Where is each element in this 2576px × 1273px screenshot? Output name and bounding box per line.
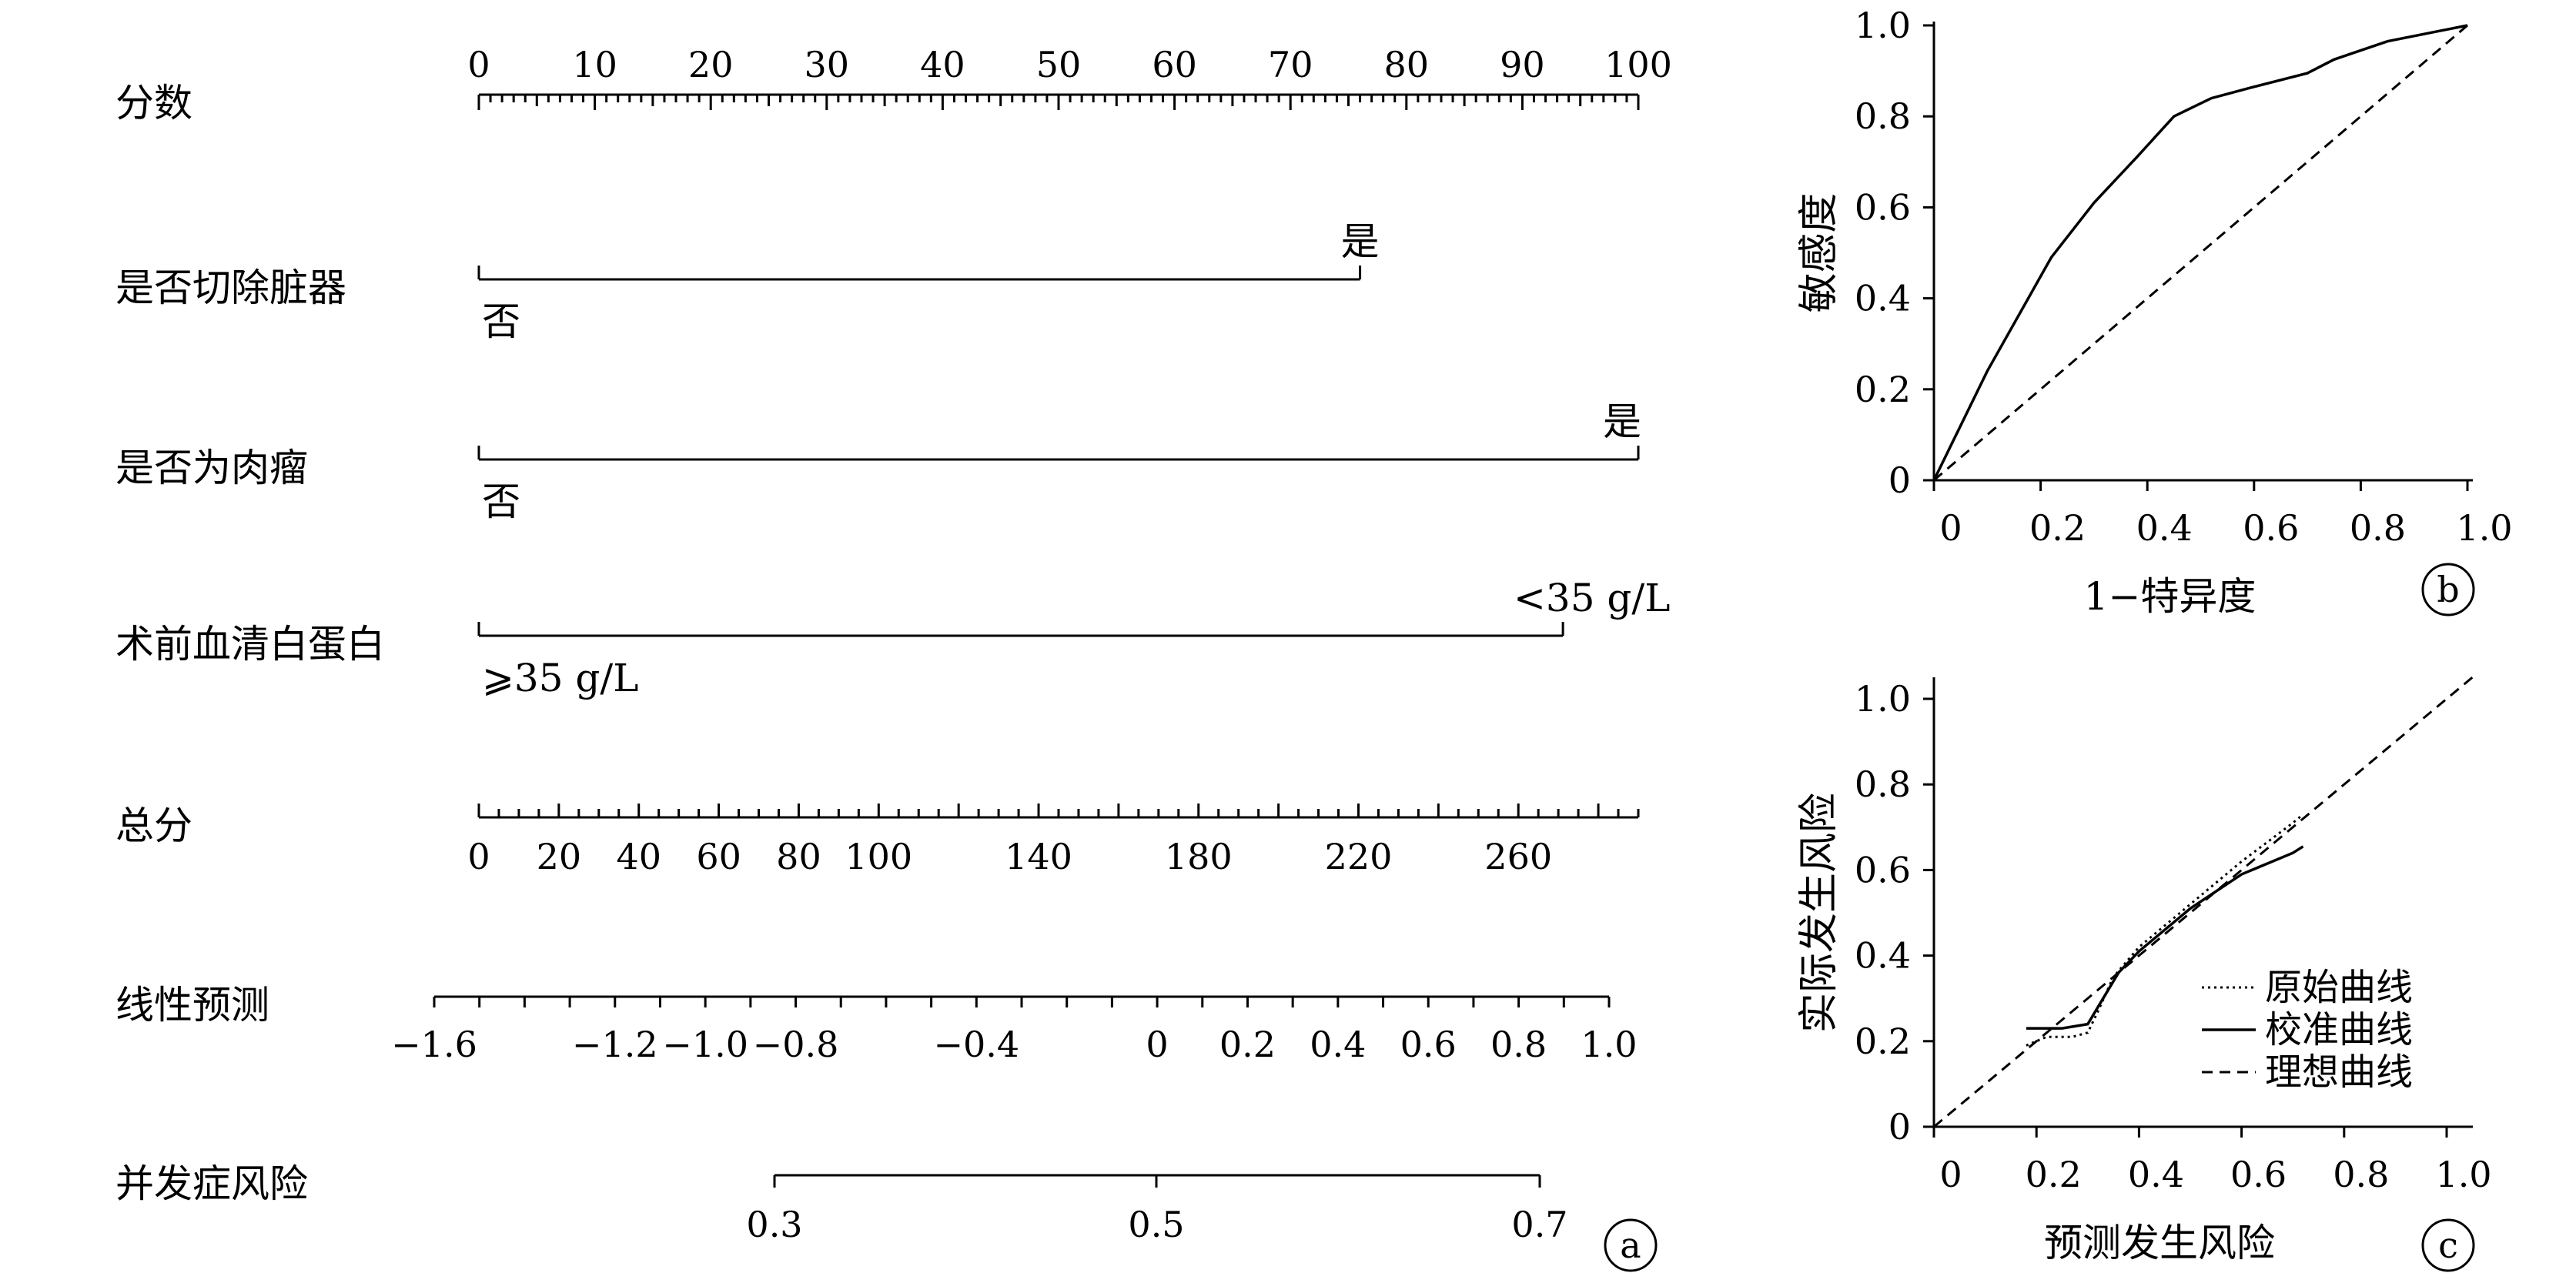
linear-tick-label: 0.4 [1310, 1024, 1366, 1065]
points-tick-label: 0 [467, 44, 490, 85]
linear-tick-label: −0.4 [933, 1024, 1019, 1065]
x-tick-label: 0.4 [2136, 507, 2193, 549]
level-label: 否 [482, 299, 520, 344]
y-tick-label: 0.8 [1855, 763, 1911, 805]
risk-tick-label: 0.3 [746, 1204, 802, 1245]
panel-label-circle [2421, 563, 2475, 616]
row-label: 分数 [115, 81, 192, 125]
y-tick-label: 0 [1889, 459, 1911, 501]
level-label: <35 g/L [1514, 576, 1670, 620]
x-tick-label: 0.4 [2128, 1154, 2184, 1195]
level-label: 否 [482, 479, 520, 524]
linear-tick-label: 0 [1146, 1024, 1168, 1065]
risk-tick-label: 0.7 [1511, 1204, 1567, 1245]
points-tick-label: 30 [805, 44, 850, 85]
total-tick-label: 20 [537, 836, 582, 877]
roc-panel: 0 0.2 0.4 0.6 0.8 1.0 0 0.2 0.4 0.6 0.8 1.0 1−特异度 敏感度… [1796, 5, 2513, 619]
level-label: 是 [1603, 399, 1641, 444]
row-label: 线性预测 [115, 983, 269, 1027]
x-tick-label: 0.2 [2029, 507, 2086, 549]
level-label: ⩾35 g/L [482, 656, 638, 700]
series-line-solid [2026, 845, 2304, 1030]
x-tick-label: 0.8 [2350, 507, 2406, 549]
panel-label-circle [2421, 1218, 2475, 1272]
x-axis-title: 预测发生风险 [2044, 1221, 2275, 1265]
legend-label: 理想曲线 [2265, 1051, 2413, 1094]
points-tick-label: 10 [572, 44, 617, 85]
y-tick-label: 0.2 [1855, 1021, 1911, 1062]
points-tick-label: 60 [1152, 44, 1197, 85]
linear-tick-label: 0.6 [1400, 1024, 1457, 1065]
panel-label-circle [1604, 1218, 1658, 1272]
panel-label: b [2437, 569, 2459, 610]
points-tick-label: 70 [1268, 44, 1313, 85]
legend-label: 校准曲线 [2265, 1008, 2413, 1051]
x-tick-label: 0.8 [2333, 1154, 2389, 1195]
total-tick-label: 40 [616, 836, 661, 877]
linear-tick-label: −1.6 [391, 1024, 477, 1065]
x-tick-label: 0.6 [2230, 1154, 2287, 1195]
y-tick-label: 0 [1889, 1106, 1911, 1148]
row-label: 并发症风险 [115, 1161, 308, 1206]
linear-tick-label: −1.0 [662, 1024, 748, 1065]
points-tick-label: 50 [1036, 44, 1082, 85]
panel-label: c [2438, 1225, 2458, 1266]
row-label: 总分 [115, 804, 192, 848]
level-label: 是 [1341, 219, 1380, 264]
calibration-panel: 0 0.2 0.4 0.6 0.8 1.0 0 0.2 0.4 0.6 0.8 1.0 预测发生风险 实际… [1796, 677, 2492, 1272]
y-tick-label: 0.2 [1855, 369, 1911, 410]
y-tick-label: 0.4 [1855, 935, 1911, 977]
total-tick-label: 60 [696, 836, 741, 877]
x-axis-title: 1−特异度 [2084, 574, 2257, 619]
y-axis-title: 实际发生风险 [1796, 793, 1842, 1033]
legend-label: 原始曲线 [2265, 966, 2413, 1009]
total-tick-label: 260 [1484, 836, 1552, 877]
y-axis-title: 敏感度 [1796, 192, 1842, 312]
row-label: 是否为肉瘤 [115, 446, 308, 490]
x-tick-label: 0 [1939, 507, 1962, 549]
y-tick-label: 0.6 [1855, 186, 1911, 228]
points-tick-label: 80 [1384, 44, 1430, 85]
x-tick-label: 0.6 [2243, 507, 2299, 549]
x-tick-label: 0 [1939, 1154, 1962, 1195]
y-tick-label: 1.0 [1855, 5, 1911, 46]
x-tick-label: 0.2 [2026, 1154, 2082, 1195]
x-tick-label: 1.0 [2456, 507, 2512, 549]
y-tick-label: 0.6 [1855, 849, 1911, 890]
risk-tick-label: 0.5 [1128, 1204, 1184, 1245]
total-tick-label: 180 [1165, 836, 1233, 877]
series-line-solid [1932, 24, 2468, 481]
total-tick-label: 0 [467, 836, 490, 877]
total-tick-label: 80 [776, 836, 821, 877]
linear-tick-label: 1.0 [1581, 1024, 1637, 1065]
points-tick-label: 20 [688, 44, 734, 85]
linear-tick-label: −0.8 [753, 1024, 839, 1065]
y-tick-label: 0.8 [1855, 95, 1911, 137]
total-tick-label: 100 [845, 836, 912, 877]
linear-tick-label: −1.2 [572, 1024, 658, 1065]
linear-tick-label: 0.8 [1490, 1024, 1547, 1065]
panel-label: a [1620, 1225, 1641, 1266]
points-tick-label: 40 [920, 44, 965, 85]
series-line-dashed [1933, 24, 2468, 482]
linear-tick-label: 0.2 [1219, 1024, 1276, 1065]
series-line-dashed [1933, 677, 2474, 1128]
total-tick-label: 140 [1005, 836, 1072, 877]
y-tick-label: 0.4 [1855, 278, 1911, 319]
points-tick-label: 100 [1604, 44, 1672, 85]
row-label: 是否切除脏器 [115, 266, 346, 310]
y-tick-label: 1.0 [1855, 678, 1911, 720]
total-tick-label: 220 [1325, 836, 1393, 877]
row-label: 术前血清白蛋白 [115, 622, 385, 667]
points-tick-label: 90 [1500, 44, 1545, 85]
x-tick-label: 1.0 [2435, 1154, 2491, 1195]
